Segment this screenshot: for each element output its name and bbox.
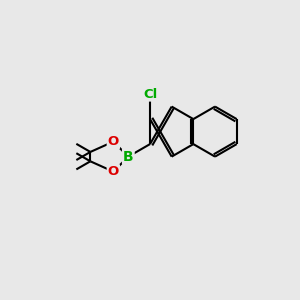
Text: O: O: [108, 165, 119, 178]
Text: Cl: Cl: [143, 88, 157, 100]
Text: B: B: [123, 150, 134, 164]
Text: O: O: [108, 135, 119, 148]
